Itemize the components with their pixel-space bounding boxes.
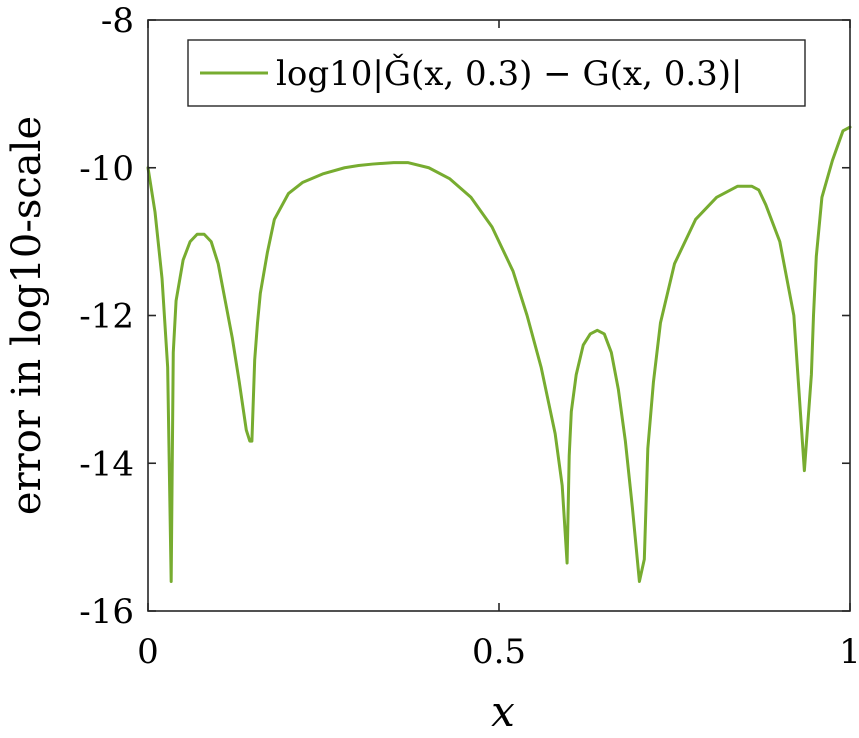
y-tick-label: -16 [79,592,134,632]
plot-area [148,20,850,611]
legend-label-0: log10|Ǧ(x, 0.3) − G(x, 0.3)| [276,53,743,94]
series-line-0 [146,125,852,583]
x-tick-label: 0.5 [472,632,526,672]
y-tick-label: -12 [79,297,134,337]
x-tick-label: 1 [839,632,859,672]
y-tick-label: -14 [79,444,134,484]
plot-background [148,20,850,611]
ticks: 0 0.5 1 -8 -10 -12 -14 -16 [79,1,859,672]
x-tick-label: 0 [137,632,159,672]
y-tick-label: -8 [101,1,134,41]
legend: log10|Ǧ(x, 0.3) − G(x, 0.3)| [187,39,806,107]
y-axis-label: error in log10-scale [4,116,50,515]
y-tick-label: -10 [79,149,134,189]
series-layer [146,125,852,583]
x-axis-label: x [491,687,515,736]
legend-box [187,39,806,107]
